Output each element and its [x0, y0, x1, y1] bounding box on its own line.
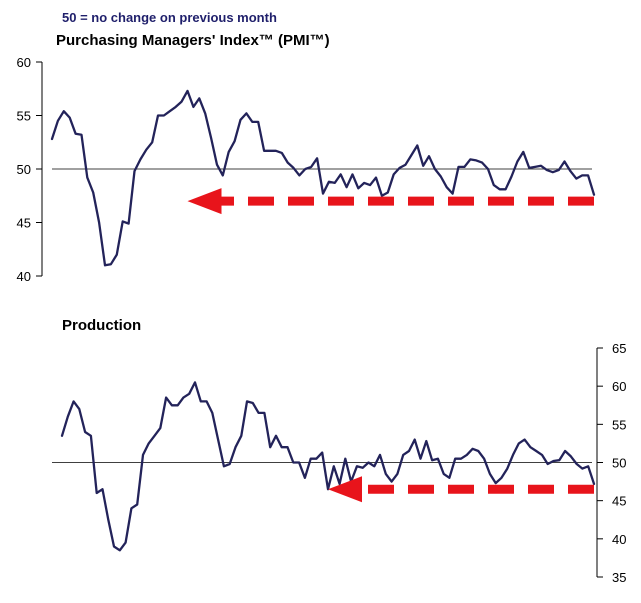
pmi-chart-title: Purchasing Managers' Index™ (PMI™)	[56, 32, 330, 49]
production-y-tick-label-60: 60	[612, 379, 626, 394]
pmi-y-tick-label-55: 55	[17, 109, 31, 124]
production-arrow-head	[328, 476, 362, 503]
pmi-y-tick-label-45: 45	[17, 216, 31, 231]
production-series-group	[60, 381, 596, 552]
production-y-tick-label-45: 45	[612, 494, 626, 509]
pmi-chart: Purchasing Managers' Index™ (PMI™) 40 45 5…	[17, 32, 596, 284]
pmi-series-line	[50, 89, 596, 267]
pmi-y-tick-label-60: 60	[17, 55, 31, 70]
production-y-axis: 35 40 45 50 55 60 65	[596, 341, 626, 585]
production-arrow-group	[328, 476, 594, 503]
production-chart-title: Production	[62, 317, 141, 334]
pmi-y-tick-label-50: 50	[17, 162, 31, 177]
production-y-tick-label-65: 65	[612, 341, 626, 356]
production-chart: Production 35 40 45 50 55 60 65	[52, 317, 626, 585]
pmi-y-tick-label-40: 40	[17, 269, 31, 284]
pmi-arrow-head	[187, 188, 222, 215]
header-note: 50 = no change on previous month	[62, 10, 277, 25]
production-y-tick-label-35: 35	[612, 570, 626, 585]
production-series-line	[60, 381, 596, 552]
production-y-tick-label-50: 50	[612, 456, 626, 471]
pmi-y-axis: 40 45 50 55 60	[17, 55, 43, 284]
production-y-tick-label-55: 55	[612, 417, 626, 432]
pmi-arrow-group	[187, 188, 594, 215]
production-y-tick-label-40: 40	[612, 532, 626, 547]
pmi-series-group	[50, 89, 596, 267]
